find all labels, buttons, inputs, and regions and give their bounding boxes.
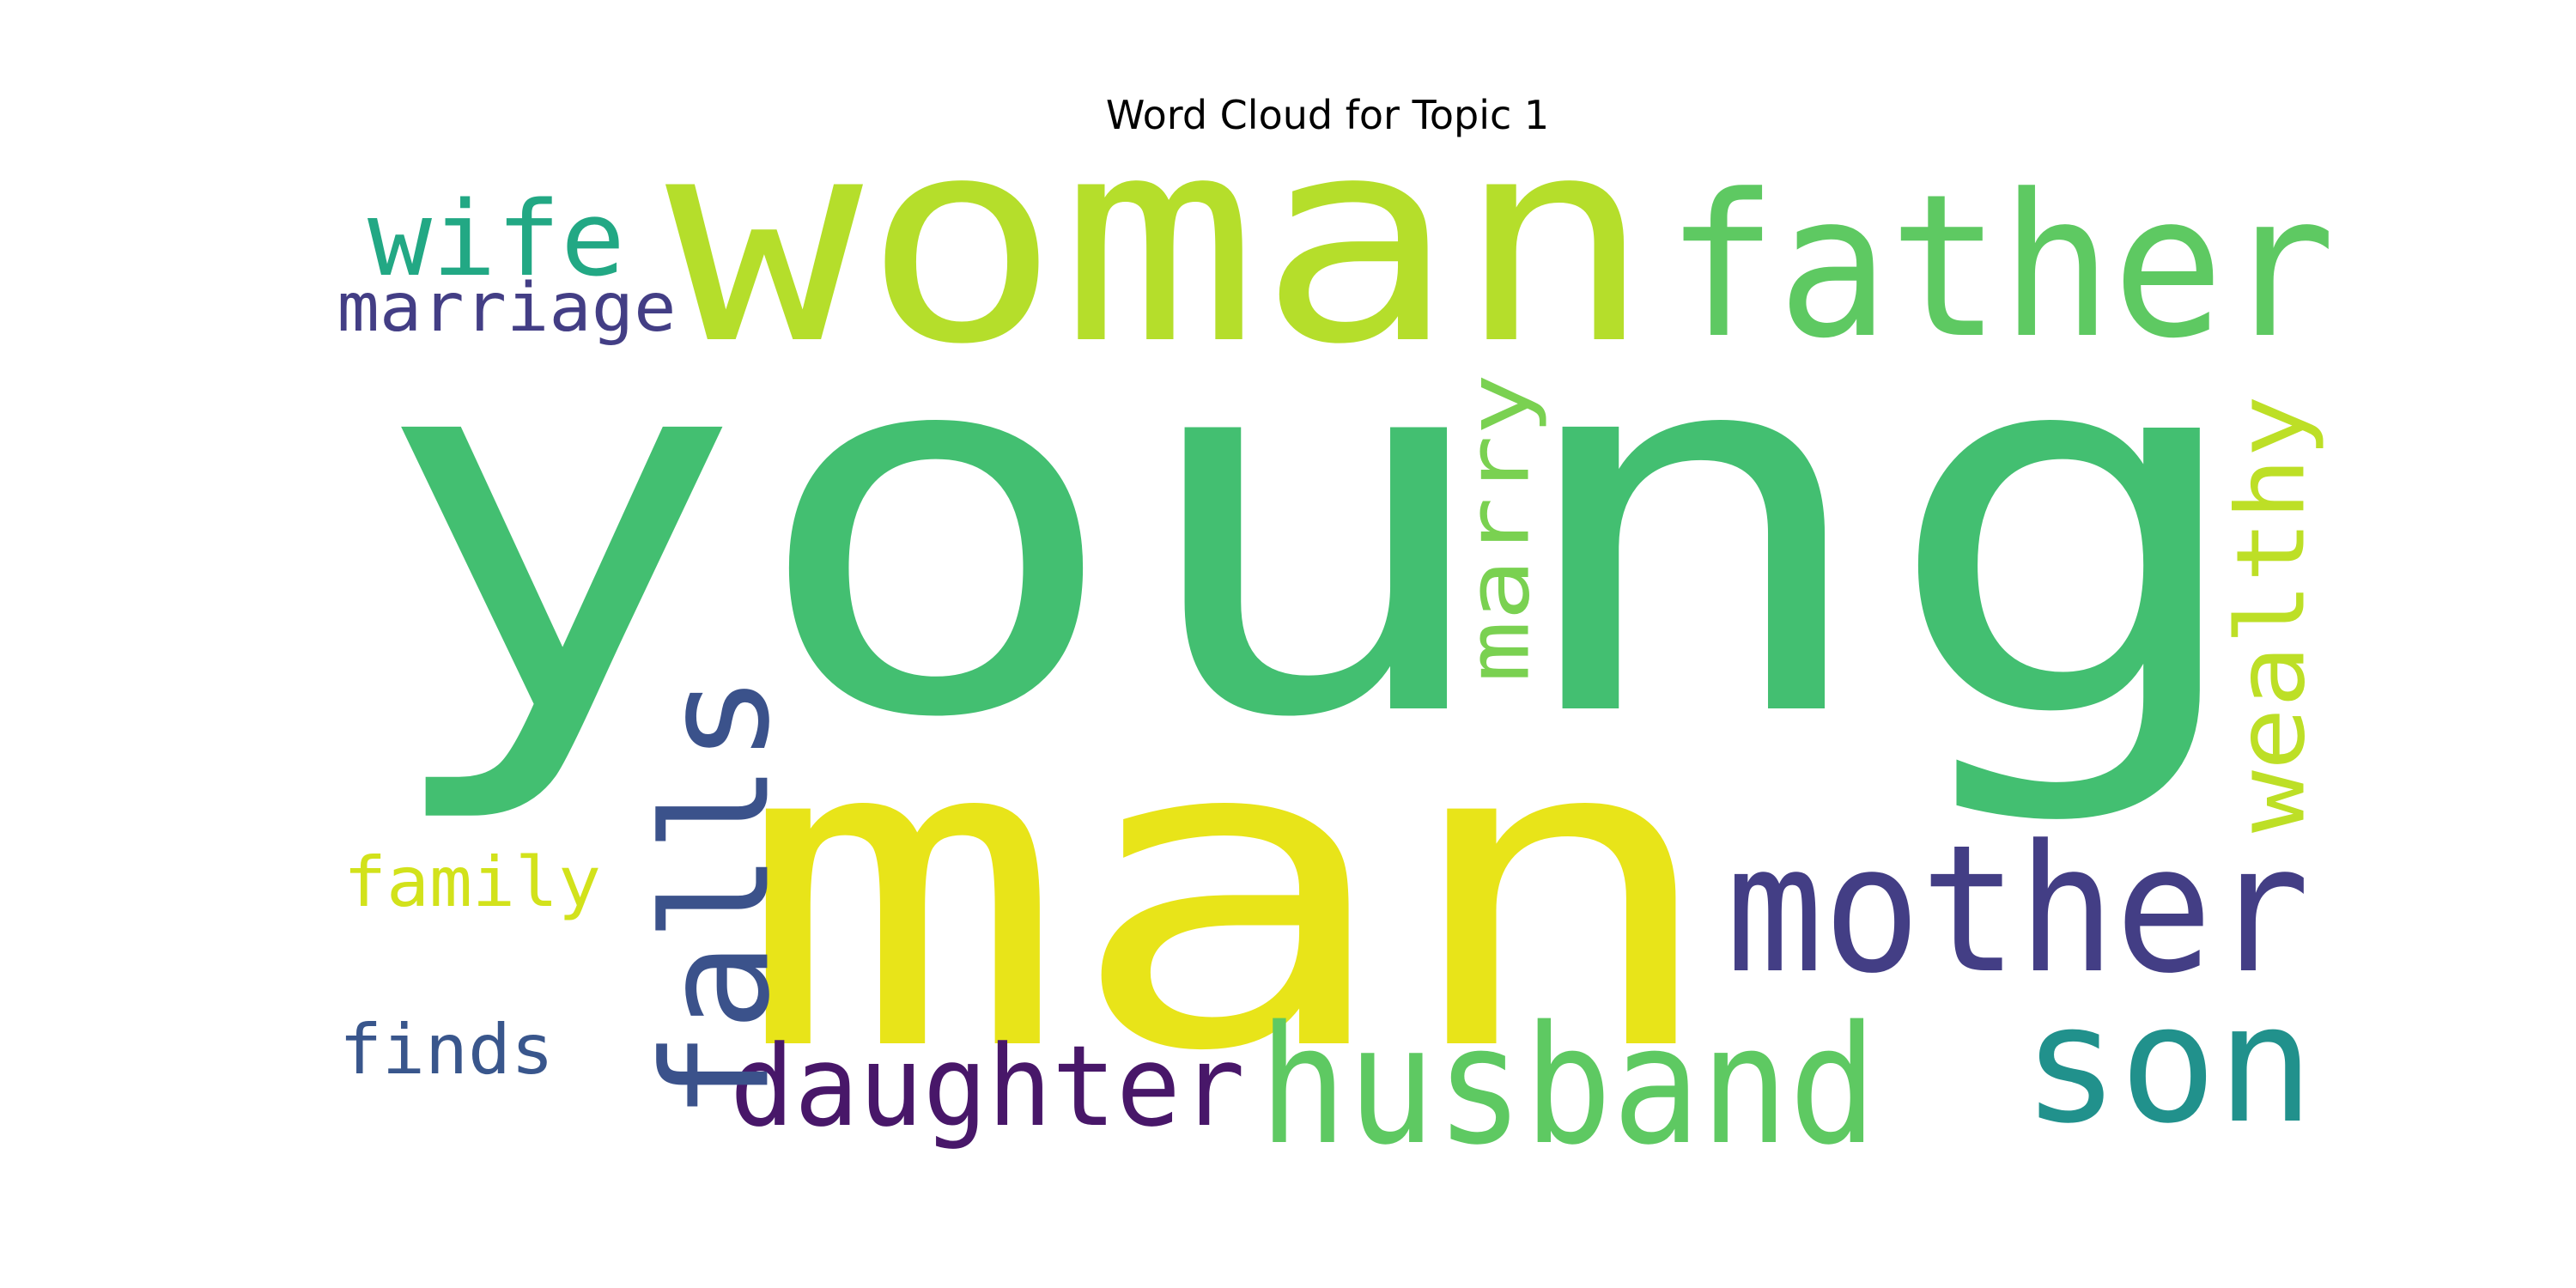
word-cloud: young man woman father mother husband so… bbox=[337, 76, 2336, 1181]
word-marriage: marriage bbox=[337, 270, 677, 347]
word-family: family bbox=[343, 842, 601, 922]
word-marry-group: marry bbox=[1448, 374, 1548, 683]
word-mother: mother bbox=[1726, 808, 2310, 1012]
word-falls: falls bbox=[632, 674, 802, 1121]
word-husband: husband bbox=[1259, 991, 1877, 1181]
word-falls-group: falls bbox=[632, 674, 802, 1121]
word-marry: marry bbox=[1448, 374, 1548, 683]
word-wealthy-group: wealthy bbox=[2215, 395, 2325, 833]
word-man: man bbox=[737, 645, 1724, 1145]
word-daughter: daughter bbox=[730, 1021, 1245, 1151]
word-finds: finds bbox=[339, 1010, 554, 1090]
word-father: father bbox=[1666, 153, 2336, 382]
word-son: son bbox=[2022, 969, 2314, 1159]
word-young: young bbox=[369, 230, 2258, 830]
chart-title: Word Cloud for Topic 1 bbox=[1106, 92, 1549, 138]
word-wealthy: wealthy bbox=[2215, 395, 2325, 833]
word-woman: woman bbox=[665, 76, 1653, 406]
word-wife: wife bbox=[368, 180, 625, 300]
